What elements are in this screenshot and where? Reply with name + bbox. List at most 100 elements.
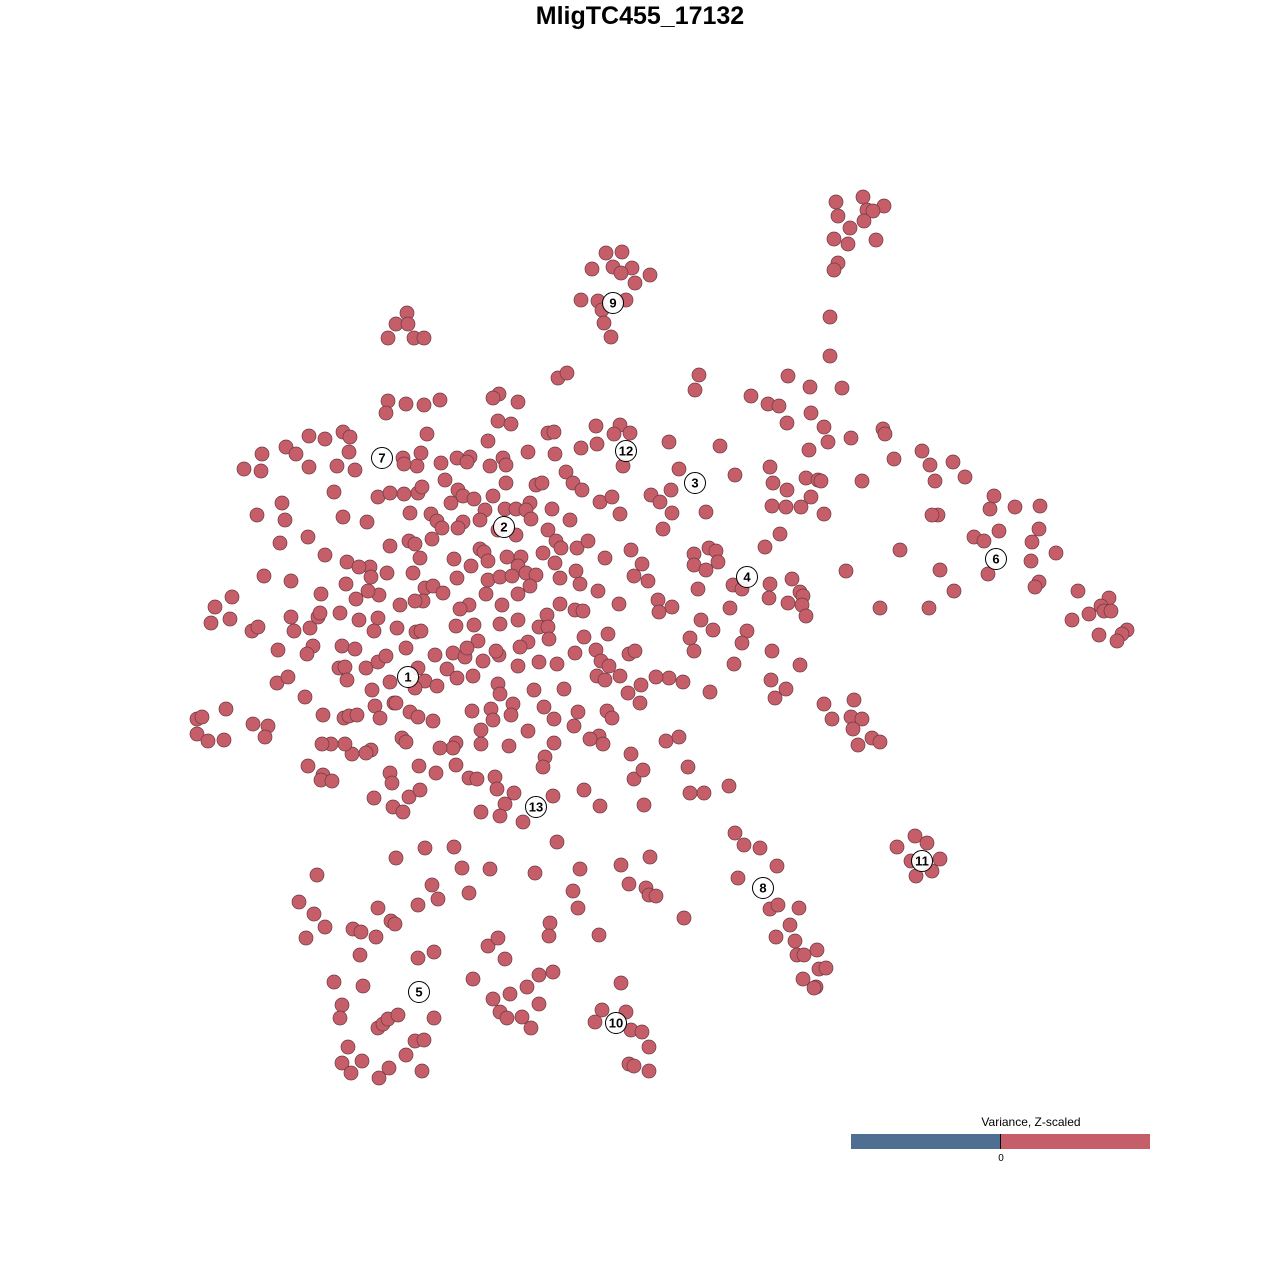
data-point xyxy=(623,746,639,762)
data-point xyxy=(492,808,508,824)
data-point xyxy=(845,721,861,737)
data-point xyxy=(1027,579,1043,595)
data-point xyxy=(306,906,322,922)
data-point xyxy=(612,668,628,684)
data-point xyxy=(865,203,881,219)
data-point xyxy=(680,759,696,775)
data-point xyxy=(626,568,642,584)
data-point xyxy=(661,434,677,450)
data-point xyxy=(478,586,494,602)
data-point xyxy=(332,1010,348,1026)
data-point xyxy=(676,910,692,926)
data-point xyxy=(329,458,345,474)
data-point xyxy=(813,473,829,489)
data-point xyxy=(565,883,581,899)
data-point xyxy=(352,947,368,963)
data-point xyxy=(300,758,316,774)
data-point xyxy=(299,646,315,662)
data-point xyxy=(611,596,627,612)
data-point xyxy=(334,997,350,1013)
data-point xyxy=(545,788,561,804)
data-point xyxy=(515,814,531,830)
data-point xyxy=(886,451,902,467)
data-point xyxy=(348,591,364,607)
data-point xyxy=(762,459,778,475)
cluster-label-badge xyxy=(525,796,547,818)
data-point xyxy=(682,785,698,801)
data-point xyxy=(366,623,382,639)
cluster-label-text: 9 xyxy=(609,296,616,311)
data-point xyxy=(347,462,363,478)
data-point xyxy=(765,475,781,491)
data-point xyxy=(466,491,482,507)
data-point xyxy=(626,771,642,787)
data-point xyxy=(344,746,360,762)
data-point xyxy=(580,533,596,549)
data-point xyxy=(395,804,411,820)
data-point xyxy=(435,585,451,601)
data-point xyxy=(1103,603,1119,619)
data-point xyxy=(545,964,561,980)
data-point xyxy=(470,633,486,649)
data-point xyxy=(317,431,333,447)
data-point xyxy=(494,597,510,613)
data-point xyxy=(480,433,496,449)
data-point xyxy=(445,740,461,756)
data-point xyxy=(522,578,538,594)
data-point xyxy=(317,919,333,935)
cluster-label: 7 xyxy=(371,447,393,469)
data-point xyxy=(613,265,629,281)
data-point xyxy=(489,781,505,797)
data-point xyxy=(498,457,514,473)
data-point xyxy=(535,759,551,775)
data-point xyxy=(552,570,568,586)
data-point xyxy=(663,482,679,498)
data-point xyxy=(877,426,893,442)
data-point xyxy=(598,245,614,261)
data-point xyxy=(590,583,606,599)
data-point xyxy=(314,736,330,752)
data-point xyxy=(921,600,937,616)
data-point xyxy=(542,915,558,931)
data-point xyxy=(412,550,428,566)
cluster-label-text: 7 xyxy=(378,451,385,466)
data-point xyxy=(922,457,938,473)
cluster-label: 3 xyxy=(684,472,706,494)
data-point xyxy=(432,392,448,408)
data-point xyxy=(802,379,818,395)
data-point xyxy=(512,639,528,655)
data-point xyxy=(424,877,440,893)
data-point xyxy=(761,590,777,606)
cluster-label-badge xyxy=(736,566,758,588)
data-point xyxy=(411,758,427,774)
data-point xyxy=(277,512,293,528)
data-point xyxy=(655,521,671,537)
data-point xyxy=(390,1007,406,1023)
data-point xyxy=(396,486,412,502)
data-point xyxy=(584,261,600,277)
data-point xyxy=(546,424,562,440)
data-point xyxy=(569,540,585,556)
data-point xyxy=(358,660,374,676)
data-point xyxy=(398,734,414,750)
data-point xyxy=(523,511,539,527)
data-point xyxy=(254,446,270,462)
data-point xyxy=(613,975,629,991)
data-point xyxy=(752,840,768,856)
data-point xyxy=(642,267,658,283)
data-point xyxy=(502,986,518,1002)
data-point xyxy=(576,782,592,798)
data-point xyxy=(686,643,702,659)
data-point xyxy=(772,526,788,542)
data-point xyxy=(473,804,489,820)
cluster-label-text: 12 xyxy=(619,444,633,459)
data-point xyxy=(556,681,572,697)
data-point xyxy=(461,885,477,901)
data-point xyxy=(414,479,430,495)
cluster-label-badge xyxy=(615,440,637,462)
data-point xyxy=(407,593,423,609)
data-point xyxy=(354,1053,370,1069)
data-point xyxy=(317,547,333,563)
data-point xyxy=(301,459,317,475)
data-point xyxy=(416,1032,432,1048)
